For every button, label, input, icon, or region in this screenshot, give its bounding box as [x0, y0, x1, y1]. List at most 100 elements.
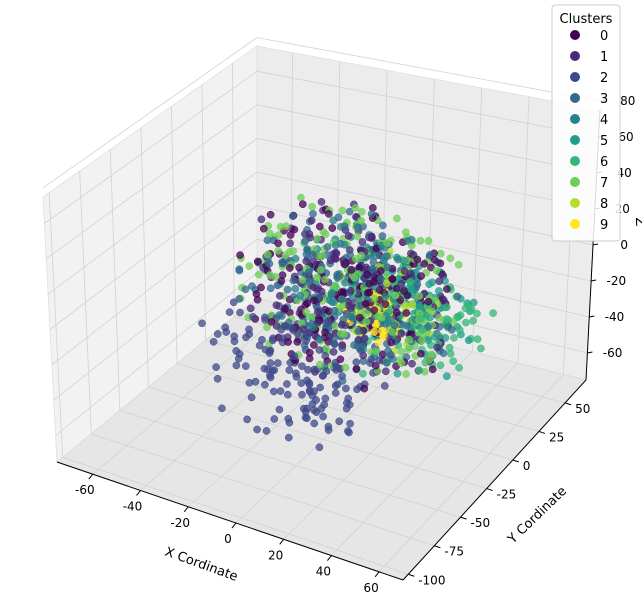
point-cluster-3: [354, 327, 363, 336]
y-tick-label: -50: [471, 516, 491, 530]
point-cluster-0: [310, 296, 318, 305]
point-cluster-2: [324, 426, 333, 434]
point-cluster-3: [350, 341, 358, 349]
point-cluster-3: [382, 252, 391, 261]
point-cluster-2: [317, 404, 326, 413]
point-cluster-2: [322, 319, 331, 328]
point-cluster-3: [308, 250, 317, 259]
point-cluster-7: [336, 329, 345, 338]
legend-label-2: 2: [600, 71, 608, 86]
x-tick-label: 20: [268, 548, 283, 562]
point-cluster-5: [469, 298, 478, 307]
point-cluster-3: [301, 237, 309, 246]
y-tick-mark: [512, 459, 519, 463]
point-cluster-7: [397, 347, 406, 356]
point-cluster-7: [397, 359, 406, 368]
x-grid-line: [331, 362, 519, 556]
point-cluster-0: [376, 267, 385, 275]
x-grid-line: [92, 306, 292, 475]
point-cluster-7: [298, 276, 307, 284]
y-axis-line: [402, 379, 587, 581]
legend-marker-5: [570, 135, 580, 145]
point-cluster-3: [330, 306, 339, 315]
point-cluster-1: [275, 291, 284, 300]
point-cluster-1: [257, 215, 266, 224]
point-cluster-4: [296, 291, 305, 300]
y-tick-mark: [486, 488, 493, 492]
point-cluster-3: [376, 274, 385, 283]
point-cluster-7: [313, 273, 321, 282]
point-cluster-6: [477, 344, 485, 353]
point-cluster-7: [405, 335, 414, 344]
point-cluster-0: [305, 354, 314, 363]
y-grid-line: [205, 339, 540, 432]
point-cluster-2: [230, 337, 239, 346]
point-cluster-6: [473, 335, 482, 344]
point-cluster-3: [303, 246, 311, 254]
point-cluster-2: [260, 364, 269, 373]
point-cluster-2: [261, 380, 269, 389]
z-grid-line: [53, 238, 258, 401]
point-cluster-2: [245, 325, 253, 334]
point-cluster-2: [261, 313, 269, 322]
point-cluster-7: [276, 222, 285, 231]
x-tick-mark: [136, 490, 141, 496]
point-cluster-3: [426, 251, 434, 259]
point-cluster-2: [255, 341, 264, 350]
point-cluster-2: [321, 394, 330, 403]
point-cluster-0: [428, 365, 437, 374]
point-cluster-3: [447, 325, 456, 334]
point-cluster-5: [393, 369, 402, 378]
data-points: [198, 193, 497, 452]
point-cluster-3: [266, 284, 275, 293]
point-cluster-7: [357, 216, 366, 225]
z-grid-line: [256, 37, 601, 102]
point-cluster-0: [371, 361, 380, 370]
point-cluster-9: [379, 331, 388, 340]
point-cluster-0: [387, 338, 396, 347]
point-cluster-7: [425, 356, 433, 364]
legend-label-9: 9: [600, 218, 608, 233]
z-grid-line: [256, 171, 594, 246]
point-cluster-7: [374, 312, 383, 320]
point-cluster-3: [435, 322, 444, 331]
legend-label-5: 5: [600, 134, 608, 149]
point-cluster-7: [428, 307, 437, 316]
point-cluster-0: [266, 210, 275, 219]
point-cluster-2: [380, 382, 389, 390]
point-cluster-0: [352, 364, 361, 373]
legend-label-1: 1: [600, 50, 608, 65]
point-cluster-2: [253, 425, 261, 434]
x-tick-mark: [183, 506, 189, 513]
y-tick-label: -100: [418, 573, 445, 587]
z-grid-line: [51, 205, 258, 366]
legend-marker-8: [570, 198, 580, 208]
point-cluster-2: [290, 352, 299, 361]
point-cluster-0: [336, 355, 345, 364]
point-cluster-2: [283, 390, 292, 399]
point-cluster-7: [308, 202, 316, 211]
y-grid-line: [91, 433, 435, 547]
point-cluster-2: [308, 400, 317, 408]
point-cluster-7: [383, 239, 391, 247]
point-cluster-3: [367, 210, 376, 218]
point-cluster-2: [285, 366, 294, 374]
point-cluster-2: [346, 419, 354, 428]
point-cluster-6: [449, 357, 458, 366]
x-tick-label: 40: [316, 565, 331, 579]
point-cluster-0: [257, 283, 265, 292]
point-cluster-3: [349, 314, 358, 323]
point-cluster-2: [245, 378, 254, 387]
point-cluster-3: [248, 282, 256, 290]
point-cluster-6: [436, 361, 445, 370]
legend-marker-3: [570, 93, 580, 103]
point-cluster-3: [403, 322, 411, 330]
point-cluster-9: [370, 328, 378, 336]
point-cluster-3: [235, 295, 244, 303]
point-cluster-3: [289, 276, 298, 285]
point-cluster-3: [390, 321, 399, 330]
point-cluster-2: [212, 363, 220, 371]
point-cluster-1: [345, 302, 353, 310]
point-cluster-3: [413, 280, 422, 289]
point-cluster-1: [406, 269, 415, 278]
